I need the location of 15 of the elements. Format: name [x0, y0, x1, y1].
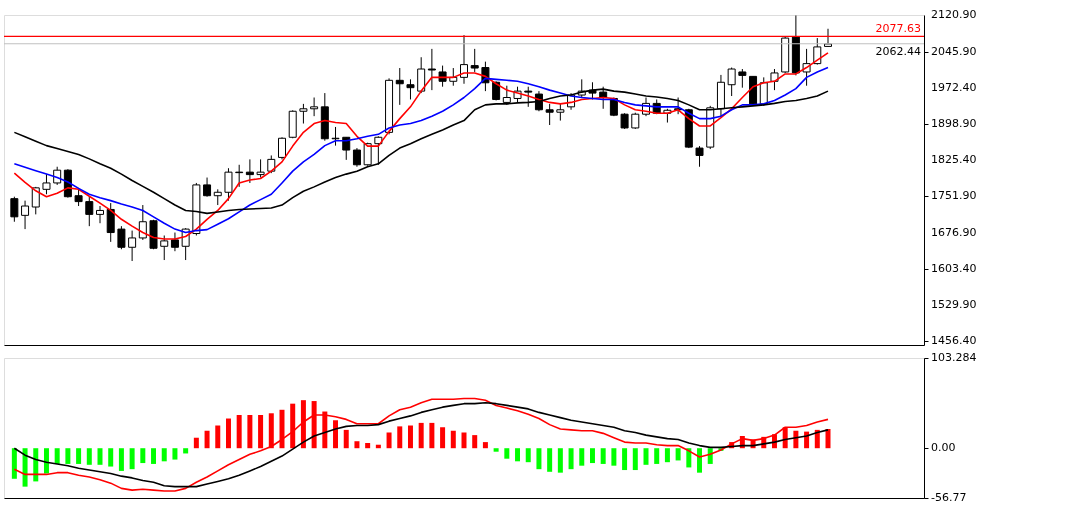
y-tick-label: 1603.40 — [931, 262, 977, 276]
y-tick-label: 1751.90 — [931, 189, 977, 203]
y-tick-label: 2045.90 — [931, 44, 977, 58]
y-tick-label: -56.77 — [931, 490, 967, 504]
y-tick-label: 0.00 — [931, 441, 956, 455]
y-tick-label: 1825.40 — [931, 153, 977, 167]
y-tick-label: 2120.90 — [931, 8, 977, 22]
y-tick-label: 1529.90 — [931, 298, 977, 312]
y-tick-label: 1676.90 — [931, 226, 977, 240]
y-tick-label: 1456.40 — [931, 334, 977, 348]
y-tick-label: 1972.40 — [931, 80, 977, 94]
ref-line-label: 2077.63 — [875, 22, 921, 36]
y-tick-label: 1898.90 — [931, 117, 977, 131]
y-tick-label: 103.284 — [931, 351, 977, 364]
ref-line-label: 2062.44 — [875, 44, 921, 58]
